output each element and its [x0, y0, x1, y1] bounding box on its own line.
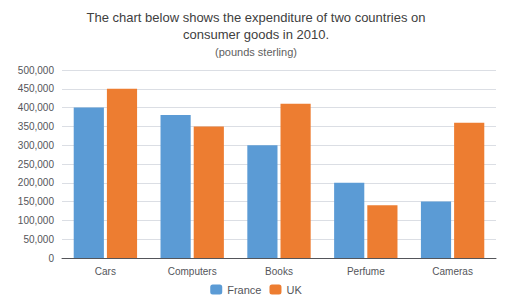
svg-text:450,000: 450,000 — [18, 83, 55, 94]
svg-text:100,000: 100,000 — [18, 215, 55, 226]
svg-text:0: 0 — [48, 253, 54, 264]
svg-text:250,000: 250,000 — [18, 159, 55, 170]
svg-text:50,000: 50,000 — [23, 234, 54, 245]
svg-text:350,000: 350,000 — [18, 121, 55, 132]
svg-text:200,000: 200,000 — [18, 177, 55, 188]
svg-text:400,000: 400,000 — [18, 102, 55, 113]
svg-text:Books: Books — [265, 266, 293, 277]
svg-text:France: France — [227, 284, 261, 296]
svg-text:Perfume: Perfume — [347, 266, 385, 277]
svg-text:(pounds sterling): (pounds sterling) — [215, 46, 297, 58]
svg-text:consumer goods in 2010.: consumer goods in 2010. — [183, 27, 329, 42]
svg-text:Computers: Computers — [168, 266, 217, 277]
svg-text:Cameras: Cameras — [432, 266, 473, 277]
svg-text:500,000: 500,000 — [18, 65, 55, 76]
svg-text:300,000: 300,000 — [18, 140, 55, 151]
svg-text:Cars: Cars — [95, 266, 116, 277]
svg-text:UK: UK — [286, 284, 302, 296]
svg-text:150,000: 150,000 — [18, 196, 55, 207]
svg-text:The chart below shows the expe: The chart below shows the expenditure of… — [87, 10, 426, 25]
